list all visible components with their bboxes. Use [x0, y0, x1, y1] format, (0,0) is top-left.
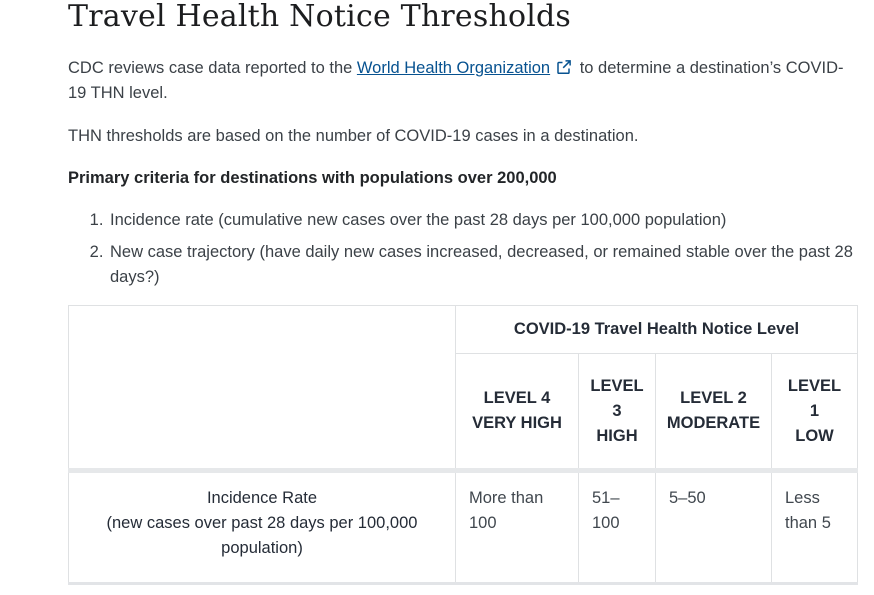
header-level-2-moderate: LEVEL 2 MODERATE: [655, 353, 772, 471]
list-item-new-case-trajectory: New case trajectory (have daily new case…: [108, 240, 857, 290]
cell-level-2-value: 5–50: [655, 468, 772, 585]
table-corner-cell: [68, 305, 456, 471]
table-levels-header-row: LEVEL 4 VERY HIGH LEVEL 3 HIGH LEVEL 2 M…: [69, 353, 859, 471]
table-row-incidence-rate: Incidence Rate (new cases over past 28 d…: [68, 468, 859, 585]
header-level-4-very-high: LEVEL 4 VERY HIGH: [455, 353, 579, 471]
intro-prefix: CDC reviews case data reported to the: [68, 59, 357, 77]
intro-suffix: to determine a destination’s COVID-19 TH…: [68, 59, 844, 102]
header-level-3-high: LEVEL 3 HIGH: [578, 353, 656, 471]
criteria-list: Incidence rate (cumulative new cases ove…: [68, 208, 857, 290]
cell-level-4-value: More than 100: [455, 468, 579, 585]
cell-level-3-value: 51– 100: [578, 468, 656, 585]
table-group-header: COVID-19 Travel Health Notice Level: [454, 305, 859, 354]
thresholds-note: THN thresholds are based on the number o…: [68, 127, 639, 145]
table-group-header-row: COVID-19 Travel Health Notice Level: [68, 305, 859, 471]
header-level-1-low: LEVEL 1 LOW: [770, 353, 859, 471]
page-title: Travel Health Notice Thresholds: [68, 0, 572, 34]
external-link-icon[interactable]: [556, 59, 572, 75]
list-item-incidence-rate: Incidence rate (cumulative new cases ove…: [108, 208, 857, 233]
criteria-heading: Primary criteria for destinations with p…: [68, 169, 557, 187]
row-label-incidence-rate: Incidence Rate (new cases over past 28 d…: [68, 468, 456, 585]
who-link[interactable]: World Health Organization: [356, 59, 551, 77]
cell-level-1-value: Less than 5: [770, 468, 859, 585]
intro-paragraph: CDC reviews case data reported to the Wo…: [68, 56, 857, 106]
thn-thresholds-table: COVID-19 Travel Health Notice Level LEVE…: [68, 305, 859, 585]
